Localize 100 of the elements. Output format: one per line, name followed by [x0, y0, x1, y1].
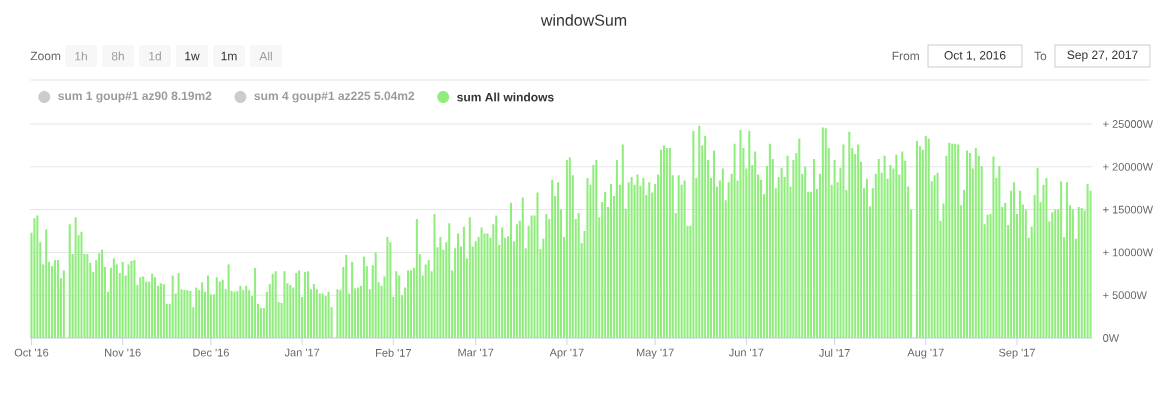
bar: [927, 138, 930, 338]
legend-label: sum All windows: [457, 92, 554, 102]
text: All: [259, 51, 272, 61]
bar: [245, 285, 248, 338]
bar: [162, 284, 165, 338]
bar: [936, 172, 939, 338]
bar: [1071, 209, 1074, 338]
bar: [1018, 190, 1021, 338]
bar: [721, 168, 724, 338]
bar: [712, 150, 716, 338]
bar: [895, 154, 898, 338]
x-tick-label: Oct '16: [14, 348, 49, 357]
bar: [804, 166, 807, 338]
bar: [304, 272, 307, 338]
bar: [448, 223, 451, 338]
bar: [239, 285, 242, 338]
bar: [495, 215, 498, 338]
bar: [754, 151, 757, 338]
bar: [883, 155, 886, 338]
bar: [986, 214, 989, 338]
text: 8h: [111, 51, 124, 61]
text: Zoom: [30, 51, 61, 61]
bar: [768, 143, 771, 338]
bar: [630, 177, 633, 338]
bar: [677, 175, 680, 338]
bar: [557, 182, 560, 338]
bar: [1080, 207, 1083, 338]
bar: [283, 271, 286, 338]
x-tick-label: Jun '17: [728, 348, 764, 357]
bar: [1036, 167, 1039, 338]
bar: [33, 218, 36, 338]
bar: [604, 191, 607, 338]
bar: [345, 254, 348, 338]
x-tick-label: Aug '17: [907, 348, 944, 359]
bar: [951, 143, 954, 338]
bar: [312, 284, 315, 338]
bar: [1013, 182, 1016, 338]
text: From: [892, 51, 919, 61]
bar: [457, 233, 460, 338]
bar: [151, 273, 154, 338]
bar: [395, 271, 398, 338]
bar: [968, 153, 971, 338]
bar: [536, 192, 539, 338]
bar: [515, 224, 518, 338]
bar: [324, 296, 327, 338]
bar: [821, 127, 824, 338]
bar: [662, 145, 665, 338]
bar: [877, 159, 880, 338]
bar: [683, 180, 686, 338]
x-tick-label: Mar '17: [458, 348, 494, 357]
bar: [274, 271, 277, 338]
bar: [101, 249, 104, 338]
x-tick-label: Feb '17: [376, 348, 411, 357]
bar: [780, 167, 783, 338]
bar: [86, 254, 89, 338]
text: 1d: [149, 51, 161, 61]
bar: [486, 233, 489, 338]
bar: [133, 260, 136, 338]
bar: [965, 150, 969, 338]
bar: [306, 271, 310, 338]
bar: [998, 165, 1001, 338]
bar: [62, 270, 65, 338]
bar: [577, 213, 580, 338]
bar: [439, 237, 442, 338]
bar: [545, 213, 548, 338]
bar: [733, 143, 736, 338]
bar: [218, 281, 221, 338]
bar: [974, 147, 977, 338]
bar: [865, 178, 868, 338]
bar: [206, 275, 210, 338]
bar: [171, 275, 174, 338]
bar: [424, 264, 427, 338]
bar: [271, 273, 274, 338]
bar: [336, 289, 339, 338]
bar: [321, 293, 324, 338]
bar: [68, 224, 71, 338]
x-tick-label: May '17: [636, 348, 674, 359]
bar: [521, 197, 524, 338]
bar: [112, 258, 115, 338]
bar: [56, 260, 59, 338]
bar: [786, 155, 789, 338]
y-tick-label: + 10000W: [1103, 248, 1154, 257]
bar: [848, 131, 851, 338]
bar: [130, 260, 133, 338]
x-tick-label: Jul '17: [819, 348, 850, 357]
bar: [857, 144, 860, 338]
bar: [595, 159, 598, 338]
bar: [215, 277, 218, 338]
bar: [739, 130, 742, 338]
bar: [954, 143, 957, 338]
bar: [298, 270, 301, 338]
bar: [609, 183, 613, 338]
text: 1m: [221, 51, 237, 61]
bar: [889, 165, 892, 338]
bar: [318, 293, 321, 338]
y-tick-label: + 25000W: [1103, 120, 1154, 128]
bar: [289, 284, 292, 338]
bar: [915, 141, 918, 338]
bar: [248, 290, 251, 338]
bar: [568, 157, 571, 338]
